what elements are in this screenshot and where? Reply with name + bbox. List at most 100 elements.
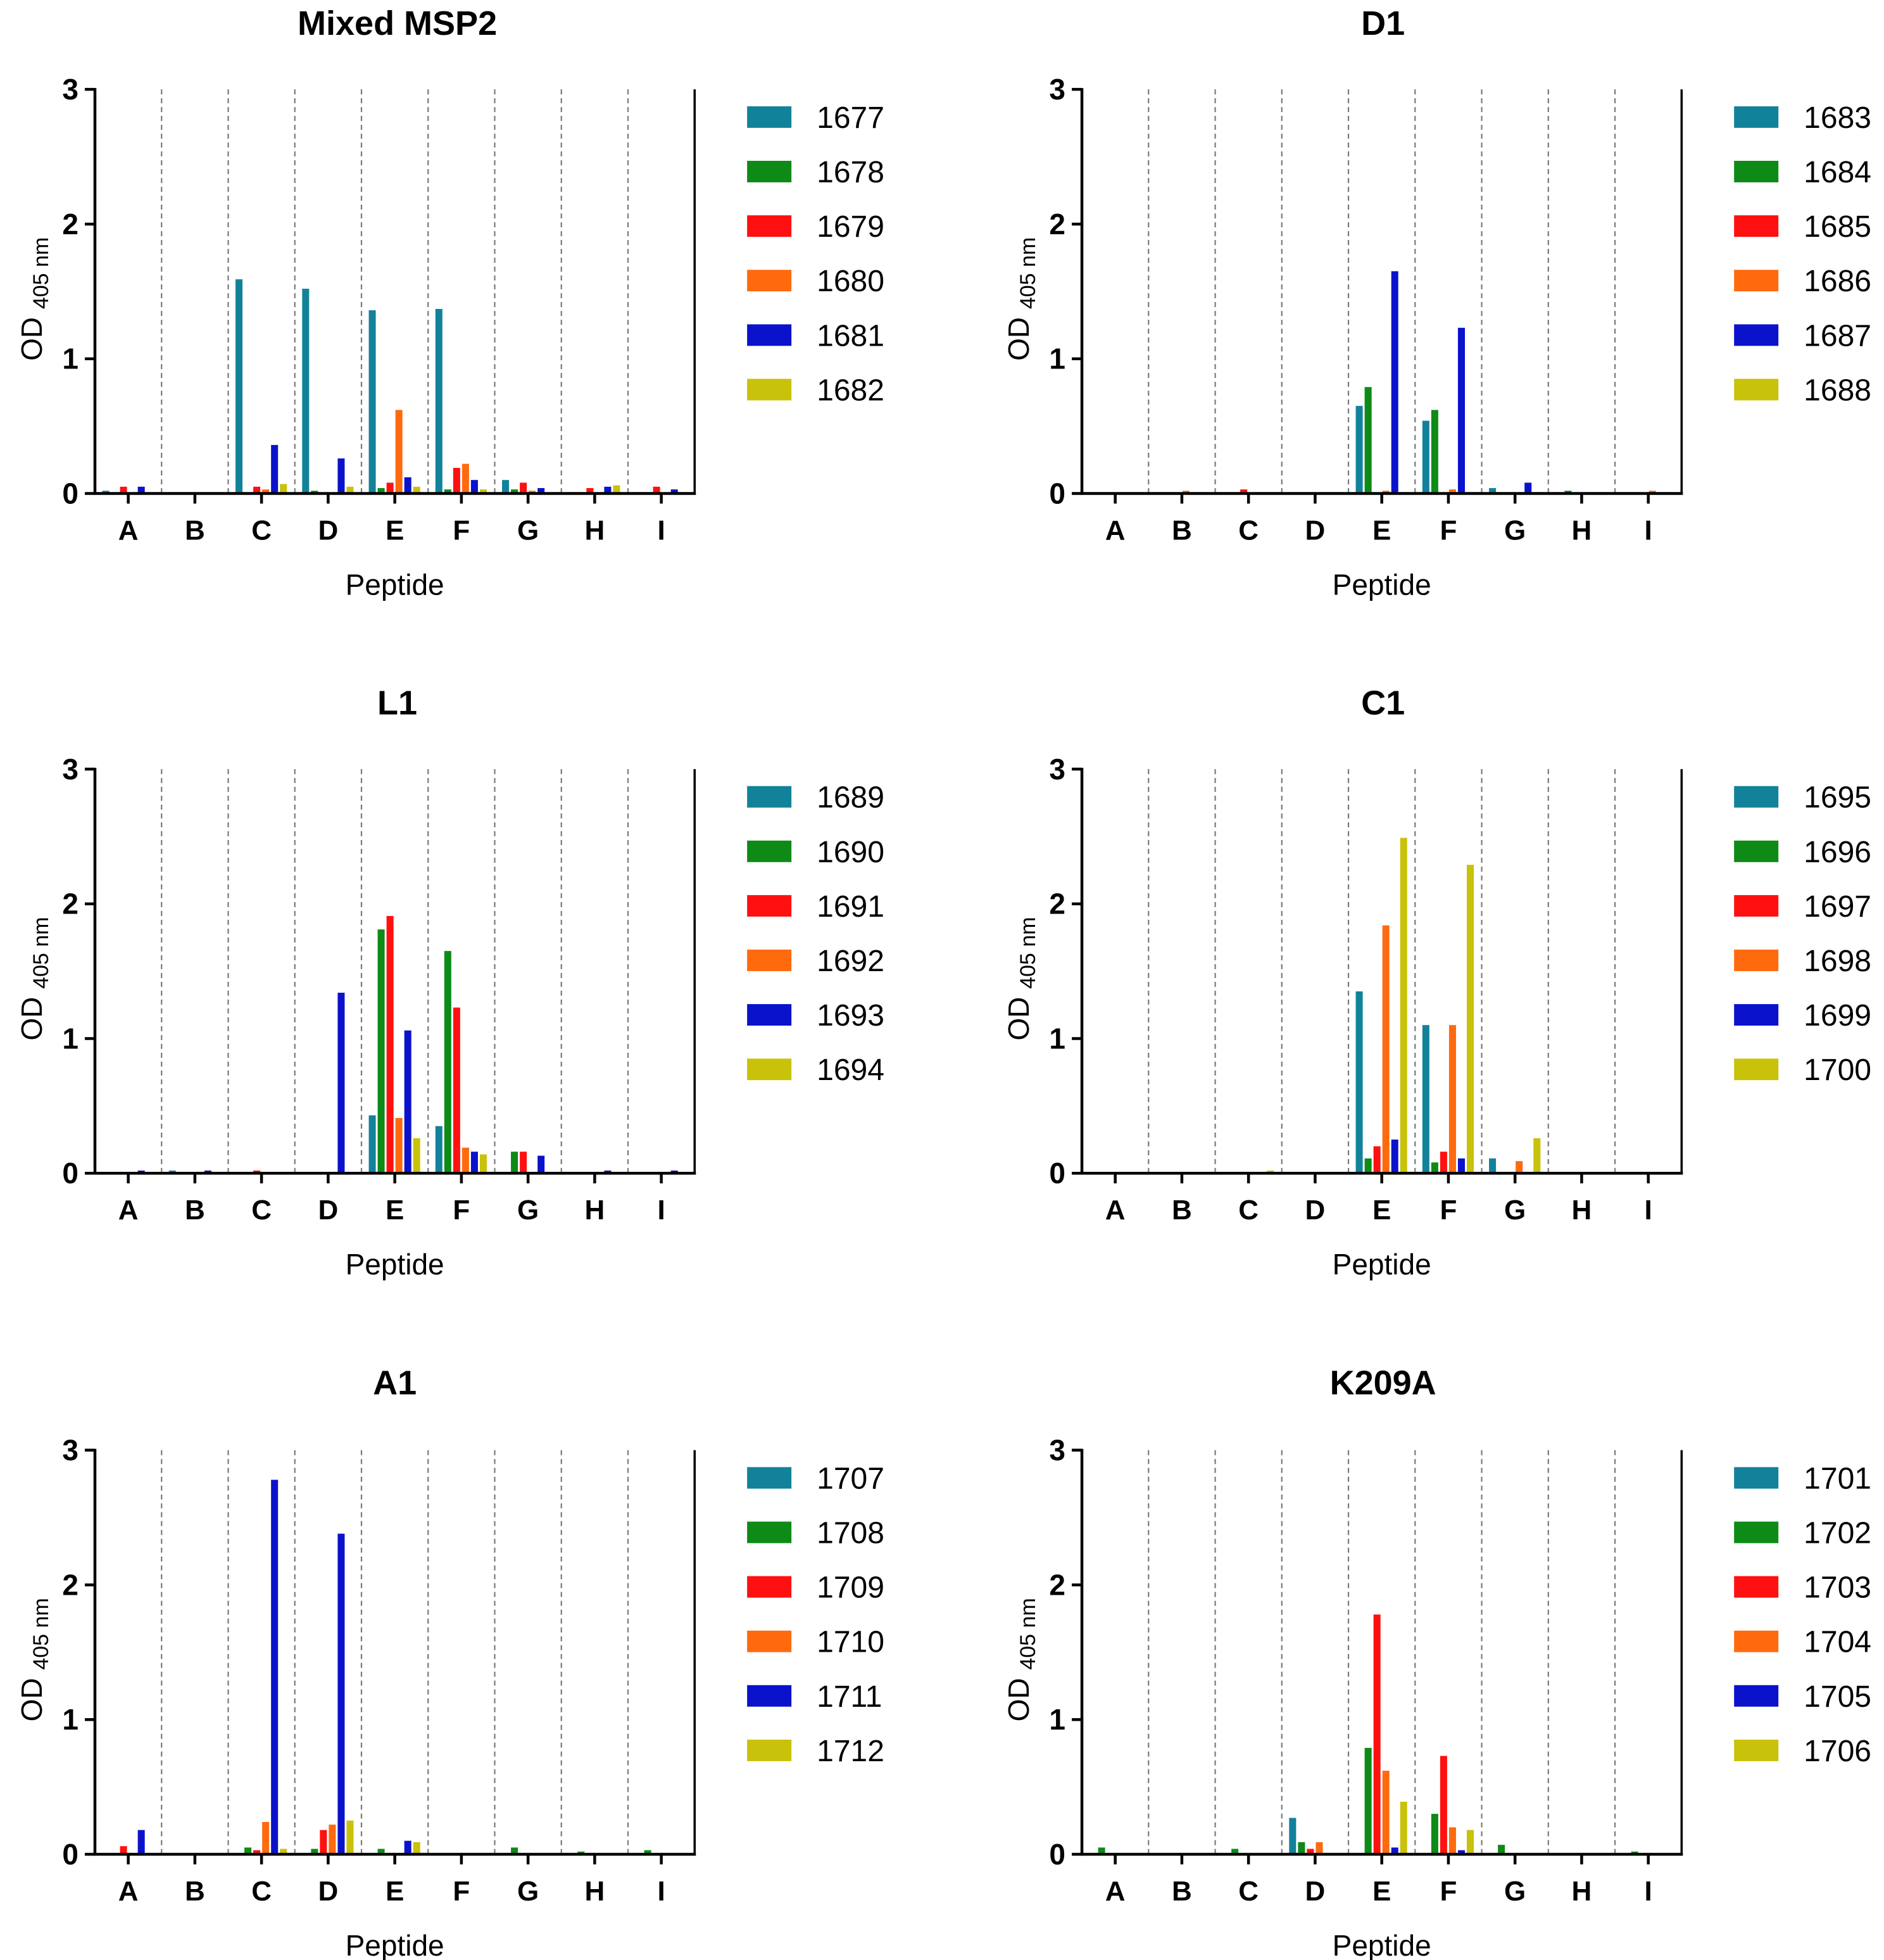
y-tick-label: 2 <box>1049 1568 1065 1601</box>
bar-1699-F <box>1457 1158 1465 1174</box>
bar-1701-D <box>1289 1818 1297 1854</box>
y-axis-label: OD 405 nm <box>1002 1598 1040 1721</box>
bar-1693-G <box>537 1155 545 1174</box>
x-tick-label: H <box>584 1195 605 1226</box>
x-tick-label: A <box>118 515 139 546</box>
legend-swatch-1695 <box>1734 786 1779 808</box>
bar-1702-C <box>1231 1849 1239 1854</box>
legend-label-1679: 1679 <box>817 210 884 244</box>
legend-label-1701: 1701 <box>1804 1462 1871 1495</box>
bar-1684-F <box>1431 410 1438 494</box>
bar-1691-E <box>386 915 394 1174</box>
x-tick-label: B <box>185 1195 205 1226</box>
bar-1697-F <box>1440 1152 1447 1174</box>
x-tick-label: H <box>1572 1876 1592 1907</box>
x-tick-label: H <box>584 1876 605 1907</box>
bar-1712-D <box>346 1820 354 1854</box>
bar-1682-E <box>413 486 420 494</box>
bar-1710-C <box>262 1821 270 1854</box>
chart-panel-4: C1 0 1 2 3 A B C D E F G H I Peptide OD 405 nm 1695 1696 1… <box>1002 684 1871 1281</box>
bar-1692-E <box>395 1117 403 1174</box>
legend-swatch-1697 <box>1734 895 1779 917</box>
legend-swatch-1688 <box>1734 379 1779 401</box>
legend-swatch-1687 <box>1734 324 1779 346</box>
bar-1708-I <box>644 1850 651 1854</box>
legend-swatch-1704 <box>1734 1630 1779 1652</box>
legend-label-1681: 1681 <box>817 319 884 353</box>
x-tick-label: C <box>1238 1876 1259 1907</box>
y-tick-label: 3 <box>62 73 78 106</box>
bar-1681-F <box>470 480 478 494</box>
bar-1702-F <box>1431 1814 1438 1854</box>
legend-label-1678: 1678 <box>817 156 884 189</box>
legend-swatch-1708 <box>747 1521 792 1543</box>
y-axis-label-sub: 405 nm <box>1016 237 1040 309</box>
bar-1684-E <box>1364 387 1372 494</box>
bar-1677-F <box>435 308 443 494</box>
bar-1685-C <box>1240 489 1248 494</box>
chart-title: C1 <box>1361 684 1405 722</box>
y-tick-label: 3 <box>62 753 78 786</box>
legend-label-1695: 1695 <box>1804 781 1871 815</box>
bar-1679-E <box>386 482 394 494</box>
y-tick-label: 2 <box>62 888 78 920</box>
x-tick-label: A <box>1105 1195 1126 1226</box>
x-tick-label: H <box>1572 515 1592 546</box>
bar-1709-A <box>120 1846 127 1854</box>
bar-1694-F <box>479 1154 487 1174</box>
legend-label-1690: 1690 <box>817 836 884 869</box>
bar-1710-D <box>329 1825 336 1854</box>
x-tick-label: B <box>1172 1195 1192 1226</box>
bar-1700-G <box>1533 1138 1541 1174</box>
legend-label-1697: 1697 <box>1804 890 1871 924</box>
bar-1709-C <box>253 1850 261 1854</box>
bar-1678-G <box>511 489 518 494</box>
bar-1711-D <box>337 1533 345 1854</box>
bar-1702-D <box>1298 1842 1305 1854</box>
legend-swatch-1705 <box>1734 1685 1779 1707</box>
bar-1680-F <box>462 463 469 494</box>
y-tick-label: 2 <box>1049 208 1065 241</box>
x-axis-label: Peptide <box>346 1248 444 1281</box>
chart-title: A1 <box>373 1364 417 1402</box>
x-tick-label: F <box>1440 515 1457 546</box>
legend-swatch-1682 <box>747 379 792 401</box>
y-tick-label: 3 <box>1049 753 1065 786</box>
bar-1695-E <box>1355 991 1363 1174</box>
y-axis-label-sub: 405 nm <box>29 1598 53 1669</box>
chart-panel-3: L1 0 1 2 3 A B C D E F G H I Peptide OD 405 nm 1689 1690 1… <box>15 684 884 1281</box>
bar-1678-F <box>444 489 451 494</box>
bar-1679-C <box>253 486 261 494</box>
legend-swatch-1684 <box>1734 161 1779 183</box>
legend-label-1700: 1700 <box>1804 1053 1871 1087</box>
legend-label-1710: 1710 <box>817 1626 884 1659</box>
x-tick-label: I <box>658 1876 665 1907</box>
y-tick-label: 1 <box>1049 1022 1065 1055</box>
bar-1708-G <box>511 1847 518 1854</box>
x-tick-label: H <box>584 515 605 546</box>
legend-swatch-1710 <box>747 1630 792 1652</box>
bar-1683-E <box>1355 406 1363 494</box>
legend-swatch-1712 <box>747 1739 792 1761</box>
bar-1682-D <box>346 486 354 494</box>
x-tick-label: F <box>453 1876 470 1907</box>
legend-swatch-1685 <box>1734 215 1779 237</box>
x-tick-label: G <box>517 1876 539 1907</box>
bar-1702-A <box>1098 1847 1105 1854</box>
legend-label-1704: 1704 <box>1804 1626 1871 1659</box>
bar-1693-F <box>470 1152 478 1174</box>
x-tick-label: B <box>1172 515 1192 546</box>
x-tick-label: D <box>1305 1195 1326 1226</box>
bar-1683-F <box>1422 420 1429 494</box>
x-tick-label: G <box>517 1195 539 1226</box>
legend-label-1694: 1694 <box>817 1053 884 1087</box>
bar-1679-F <box>453 468 460 494</box>
bar-1687-G <box>1524 482 1532 494</box>
y-axis-label-sub: 405 nm <box>1016 1598 1040 1669</box>
bar-1709-D <box>320 1830 327 1854</box>
bar-1692-F <box>462 1147 469 1174</box>
x-tick-label: C <box>251 1876 272 1907</box>
bar-1687-F <box>1457 327 1465 494</box>
bar-1706-F <box>1466 1830 1474 1854</box>
y-tick-label: 3 <box>1049 73 1065 106</box>
